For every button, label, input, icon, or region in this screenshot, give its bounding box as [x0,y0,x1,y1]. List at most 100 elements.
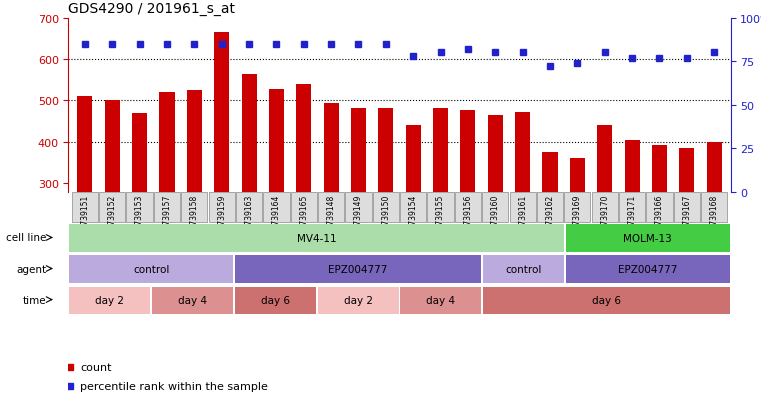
FancyBboxPatch shape [69,287,151,314]
Text: count: count [80,362,111,372]
Text: GSM739164: GSM739164 [272,195,281,241]
Bar [269,90,284,192]
FancyBboxPatch shape [483,256,564,283]
Bar [625,140,639,192]
FancyBboxPatch shape [400,287,482,314]
Bar [680,149,694,192]
FancyBboxPatch shape [646,192,673,222]
FancyBboxPatch shape [318,192,344,222]
FancyBboxPatch shape [181,192,208,222]
FancyBboxPatch shape [263,192,289,222]
FancyBboxPatch shape [591,192,618,222]
Text: GSM739156: GSM739156 [463,195,473,241]
Text: GSM739158: GSM739158 [189,195,199,241]
FancyBboxPatch shape [701,192,728,222]
FancyBboxPatch shape [537,192,563,222]
Text: GSM739157: GSM739157 [163,195,171,241]
Text: GSM739148: GSM739148 [326,195,336,241]
Bar [515,113,530,192]
Text: EPZ004777: EPZ004777 [329,264,388,275]
Bar [78,97,92,192]
Bar [652,146,667,192]
Text: GSM739151: GSM739151 [81,195,89,241]
Bar [105,100,119,192]
FancyBboxPatch shape [317,287,399,314]
Bar [460,111,476,192]
Text: day 2: day 2 [95,295,124,306]
Bar [241,74,256,192]
FancyBboxPatch shape [126,192,153,222]
Text: GSM739159: GSM739159 [217,195,226,241]
Text: time: time [23,295,46,305]
FancyBboxPatch shape [619,192,645,222]
FancyBboxPatch shape [235,256,482,283]
FancyBboxPatch shape [235,287,316,314]
FancyBboxPatch shape [236,192,263,222]
FancyBboxPatch shape [428,192,454,222]
Text: GSM739165: GSM739165 [299,195,308,241]
Text: GSM739170: GSM739170 [600,195,610,241]
Text: GDS4290 / 201961_s_at: GDS4290 / 201961_s_at [68,2,235,16]
Bar [406,126,421,192]
Bar [160,93,174,192]
Text: GSM739153: GSM739153 [135,195,144,241]
Bar [214,33,229,192]
FancyBboxPatch shape [566,256,730,283]
FancyBboxPatch shape [482,192,508,222]
Bar [597,126,613,192]
Bar [351,109,366,192]
FancyBboxPatch shape [99,192,126,222]
Text: percentile rank within the sample: percentile rank within the sample [80,381,268,391]
FancyBboxPatch shape [69,225,564,252]
Text: control: control [133,264,170,275]
Text: GSM739167: GSM739167 [683,195,691,241]
Text: GSM739171: GSM739171 [628,195,636,241]
FancyBboxPatch shape [72,192,98,222]
FancyBboxPatch shape [566,225,730,252]
FancyBboxPatch shape [564,192,591,222]
Text: GSM739162: GSM739162 [546,195,555,241]
Text: cell line: cell line [6,233,46,243]
Bar [186,91,202,192]
Bar [543,153,558,192]
Text: agent: agent [17,264,46,274]
FancyBboxPatch shape [483,287,730,314]
FancyBboxPatch shape [400,192,426,222]
Text: GSM739163: GSM739163 [244,195,253,241]
Bar [378,109,393,192]
Text: MV4-11: MV4-11 [297,233,336,244]
Text: GSM739160: GSM739160 [491,195,500,241]
Text: day 4: day 4 [426,295,455,306]
Text: EPZ004777: EPZ004777 [618,264,677,275]
Text: GSM739154: GSM739154 [409,195,418,241]
FancyBboxPatch shape [455,192,481,222]
Text: day 2: day 2 [344,295,373,306]
Text: day 6: day 6 [592,295,621,306]
Text: GSM739152: GSM739152 [108,195,116,241]
Text: control: control [505,264,542,275]
Bar [433,109,448,192]
Bar [323,103,339,192]
FancyBboxPatch shape [209,192,235,222]
Text: GSM739149: GSM739149 [354,195,363,241]
Bar [296,85,311,192]
Bar [707,142,721,192]
Bar [488,116,503,192]
FancyBboxPatch shape [345,192,371,222]
FancyBboxPatch shape [373,192,399,222]
FancyBboxPatch shape [69,256,233,283]
Text: GSM739168: GSM739168 [710,195,718,241]
Text: GSM739161: GSM739161 [518,195,527,241]
Text: GSM739166: GSM739166 [655,195,664,241]
Text: GSM739155: GSM739155 [436,195,445,241]
Text: day 4: day 4 [178,295,207,306]
Text: GSM739150: GSM739150 [381,195,390,241]
FancyBboxPatch shape [152,287,233,314]
FancyBboxPatch shape [154,192,180,222]
FancyBboxPatch shape [510,192,536,222]
Bar [132,114,147,192]
Text: day 6: day 6 [261,295,290,306]
Text: MOLM-13: MOLM-13 [623,233,672,244]
FancyBboxPatch shape [291,192,317,222]
Bar [570,158,585,192]
